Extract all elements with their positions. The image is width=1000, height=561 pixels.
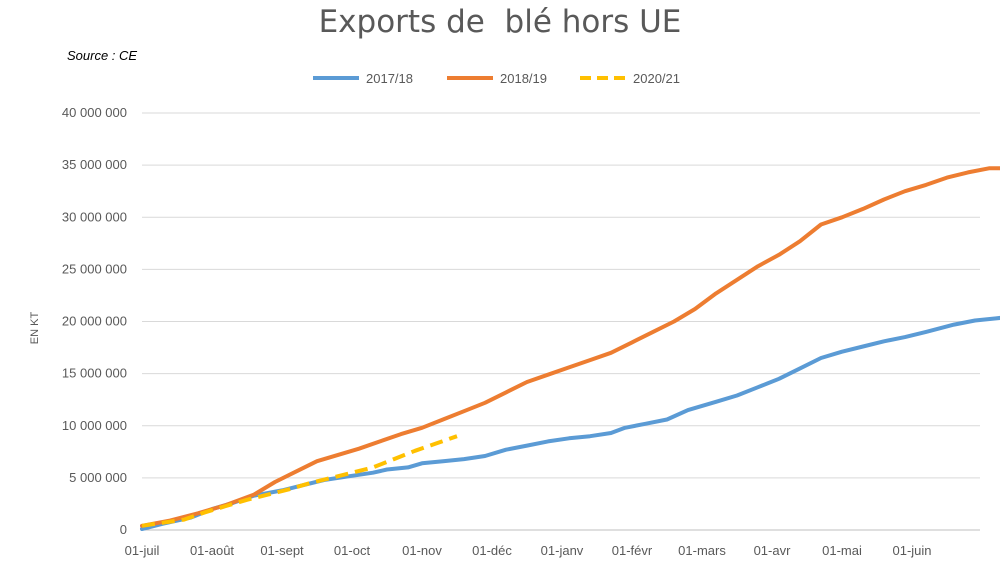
y-tick-label: 30 000 000 <box>62 209 127 224</box>
legend-label: 2018/19 <box>500 71 547 86</box>
x-tick-label: 01-juin <box>892 543 931 558</box>
series-line-2017-18 <box>140 315 1000 531</box>
series-line-2018-19 <box>140 166 1000 528</box>
chart-title: Exports de blé hors UE <box>318 4 682 40</box>
source-note: Source : CE <box>67 48 138 63</box>
y-tick-label: 25 000 000 <box>62 261 127 276</box>
x-tick-label: 01-déc <box>472 543 512 558</box>
chart-gridlines <box>142 112 980 531</box>
x-tick-label: 01-avr <box>754 543 792 558</box>
legend-label: 2017/18 <box>366 71 413 86</box>
x-tick-label: 01-mai <box>822 543 862 558</box>
y-tick-label: 0 <box>120 522 127 537</box>
y-tick-label: 20 000 000 <box>62 314 127 329</box>
chart-legend: 2017/18 2018/19 2020/21 <box>313 71 680 86</box>
y-tick-label: 10 000 000 <box>62 418 127 433</box>
y-tick-label: 40 000 000 <box>62 105 127 120</box>
x-tick-label: 01-févr <box>612 543 653 558</box>
x-tick-label: 01-nov <box>402 543 442 558</box>
y-axis-label: EN KT <box>29 312 41 345</box>
x-tick-label: 01-août <box>190 543 234 558</box>
y-tick-label: 15 000 000 <box>62 366 127 381</box>
legend-label: 2020/21 <box>633 71 680 86</box>
chart-series <box>140 166 1000 531</box>
y-tick-label: 5 000 000 <box>69 470 127 485</box>
x-tick-label: 01-janv <box>541 543 584 558</box>
y-tick-label: 35 000 000 <box>62 157 127 172</box>
series-line-2020-21 <box>141 434 458 528</box>
x-tick-label: 01-sept <box>260 543 304 558</box>
x-tick-label: 01-mars <box>678 543 726 558</box>
x-tick-label: 01-oct <box>334 543 371 558</box>
x-tick-label: 01-juil <box>125 543 160 558</box>
x-axis-ticks: 01-juil 01-août 01-sept 01-oct 01-nov 01-déc 0… <box>125 543 932 558</box>
y-axis-ticks: 0 5 000 000 10 000 000 15 000 000 20 000 000… <box>62 105 127 537</box>
